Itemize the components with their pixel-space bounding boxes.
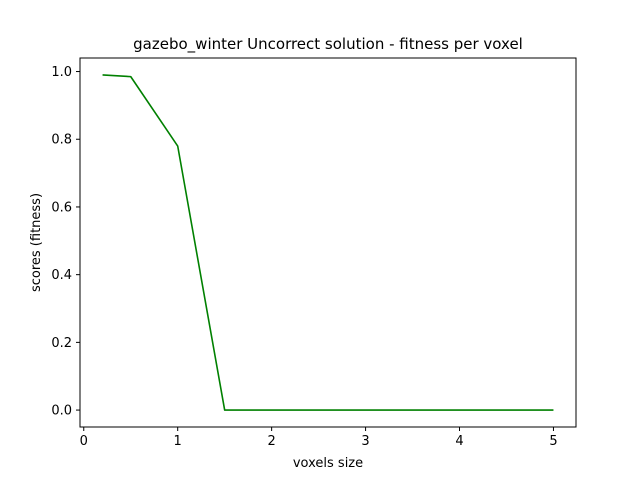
x-tick-label: 1 — [174, 434, 182, 449]
y-tick-label: 0.8 — [51, 133, 72, 148]
x-axis-label: voxels size — [293, 456, 363, 471]
y-tick-label: 0.0 — [51, 404, 72, 419]
y-tick-label: 0.6 — [51, 200, 72, 215]
y-tick-label: 1.0 — [51, 65, 72, 80]
series-line-0 — [102, 74, 554, 411]
x-tick-label: 2 — [267, 434, 275, 449]
y-axis-label: scores (fitness) — [29, 193, 44, 292]
series-layer — [102, 74, 554, 411]
plot-frame — [79, 57, 577, 428]
x-tick-label: 5 — [549, 434, 557, 449]
x-tick-label: 3 — [361, 434, 369, 449]
x-axis-ticks: 0 1 2 3 4 5 — [80, 427, 558, 449]
y-axis-ticks: 0.0 0.2 0.4 0.6 0.8 1.0 — [51, 65, 80, 419]
y-tick-label: 0.2 — [51, 336, 72, 351]
x-tick-label: 0 — [80, 434, 88, 449]
x-tick-label: 4 — [455, 434, 463, 449]
y-tick-label: 0.4 — [51, 268, 72, 283]
chart-title: gazebo_winter Uncorrect solution - fitne… — [133, 35, 523, 54]
